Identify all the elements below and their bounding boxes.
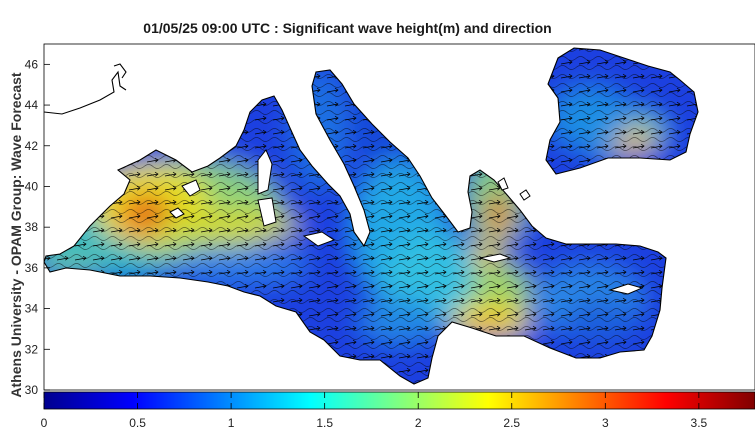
y-tick-label: 42 bbox=[25, 139, 39, 153]
colorbar-bar bbox=[43, 391, 755, 410]
colorbar-tick-label: 0 bbox=[41, 416, 48, 430]
y-tick-label: 30 bbox=[25, 383, 39, 397]
colorbar-tick-label: 3 bbox=[602, 416, 609, 430]
y-tick-label: 32 bbox=[25, 342, 39, 356]
colorbar-tick-label: 2.5 bbox=[503, 416, 520, 430]
y-axis: 30 32 34 36 38 40 42 44 46 bbox=[25, 57, 50, 397]
colorbar: 0 0.5 1 1.5 2 2.5 3 3.5 bbox=[41, 391, 755, 430]
islands bbox=[169, 149, 644, 295]
coastline bbox=[44, 47, 699, 385]
colorbar-tick-label: 3.5 bbox=[691, 416, 708, 430]
y-tick-label: 38 bbox=[25, 220, 39, 234]
colorbar-tick-label: 1.5 bbox=[316, 416, 333, 430]
y-tick-label: 44 bbox=[25, 98, 39, 112]
y-tick-label: 40 bbox=[25, 179, 39, 193]
colorbar-tick-label: 1 bbox=[228, 416, 235, 430]
y-tick-label: 36 bbox=[25, 261, 39, 275]
page-title: 01/05/25 09:00 UTC : Significant wave he… bbox=[143, 20, 552, 36]
y-tick-label: 46 bbox=[25, 57, 39, 71]
colorbar-tick-label: 2 bbox=[415, 416, 422, 430]
side-label: Athens University - OPAM Group: Wave For… bbox=[8, 72, 24, 398]
colorbar-tick-label: 0.5 bbox=[129, 416, 146, 430]
y-tick-label: 34 bbox=[25, 302, 39, 316]
